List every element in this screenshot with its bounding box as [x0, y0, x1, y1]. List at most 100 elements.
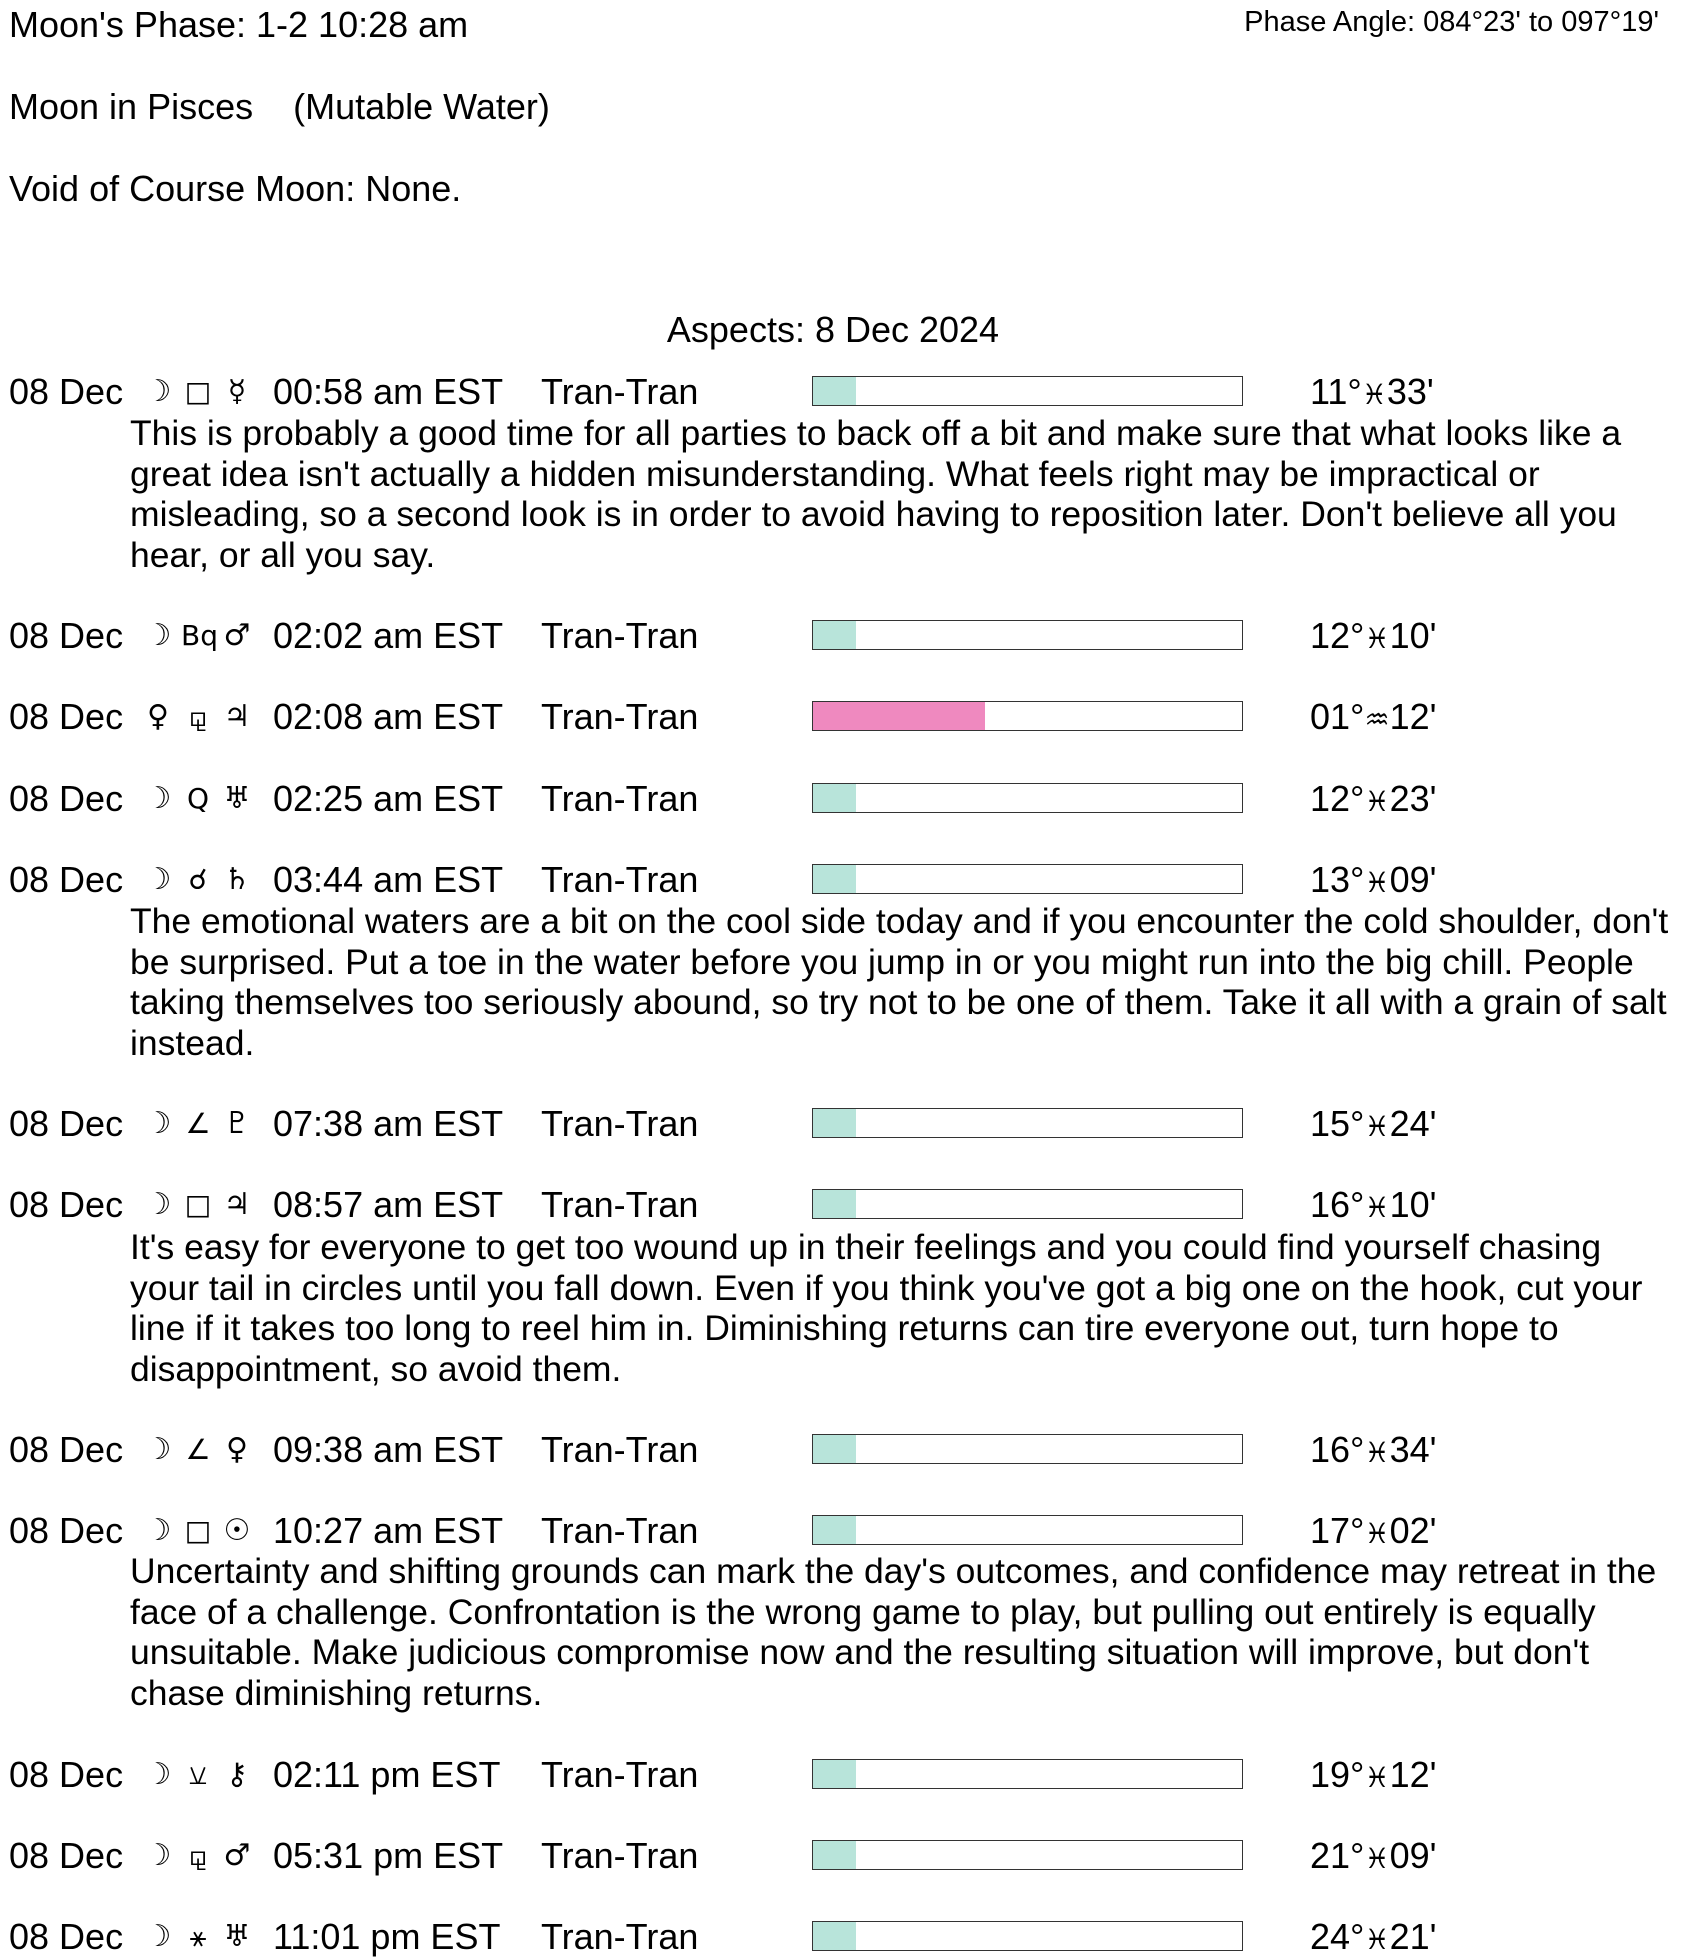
- aspect-row: 08 Dec ☽ ⚼ ♂ 05:31 pm EST Tran-Tran 21°♓09': [0, 1836, 1686, 1876]
- aspect-row: 08 Dec ☽ ⚹ ♅ 11:01 pm EST Tran-Tran 24°♓21': [0, 1917, 1686, 1957]
- planet2-icon: ⚷: [226, 1757, 248, 1792]
- planet2-icon: ♂: [223, 618, 251, 653]
- planet1-icon: ☽: [144, 1106, 172, 1141]
- zodiac-position: 12°♓10': [1310, 616, 1436, 659]
- aspect-time: 10:27 am EST: [273, 1510, 504, 1551]
- aspect-date: 08 Dec: [9, 1754, 124, 1795]
- planet2-icon: ♀: [226, 1432, 248, 1467]
- aspect-time: 11:01 pm EST: [273, 1916, 501, 1957]
- aspect-icon: ∠: [185, 1107, 211, 1140]
- aspect-date: 08 Dec: [9, 1916, 124, 1957]
- strength-bar: [812, 864, 1243, 894]
- position-minutes: 12': [1389, 696, 1437, 737]
- planet1-icon: ☽: [144, 1432, 172, 1467]
- aspect-date: 08 Dec: [9, 859, 124, 900]
- strength-bar-fill: [813, 865, 856, 893]
- zodiac-sign-icon: ♓: [1364, 866, 1390, 899]
- aspect-icon: ⚼: [188, 700, 208, 733]
- aspect-time: 07:38 am EST: [273, 1103, 504, 1144]
- aspect-type: Tran-Tran: [541, 696, 699, 737]
- position-minutes: 34': [1389, 1429, 1437, 1470]
- aspect-type: Tran-Tran: [541, 1184, 699, 1225]
- planet2-icon: ♅: [223, 1919, 251, 1954]
- position-degrees: 01°: [1310, 696, 1365, 737]
- zodiac-position: 01°♒12': [1310, 697, 1436, 740]
- strength-bar-fill: [813, 784, 856, 812]
- zodiac-sign-icon: ♓: [1364, 785, 1390, 818]
- zodiac-sign-icon: ♓: [1364, 622, 1390, 655]
- position-degrees: 19°: [1310, 1754, 1365, 1795]
- zodiac-position: 13°♓09': [1310, 860, 1436, 903]
- aspects-title: Aspects: 8 Dec 2024: [666, 309, 1000, 350]
- strength-bar: [812, 1759, 1243, 1789]
- aspect-icon: Bq: [181, 619, 218, 652]
- zodiac-position: 11°♓33': [1310, 372, 1434, 415]
- zodiac-position: 21°♓09': [1310, 1836, 1436, 1879]
- planet2-icon: ☉: [223, 1513, 251, 1548]
- position-minutes: 02': [1389, 1510, 1437, 1551]
- strength-bar: [812, 1108, 1243, 1138]
- position-degrees: 12°: [1310, 778, 1365, 819]
- void-of-course: Void of Course Moon: None.: [9, 168, 462, 209]
- aspect-row: 08 Dec ☽ ∠ ♇ 07:38 am EST Tran-Tran 15°♓24': [0, 1104, 1686, 1144]
- planet1-icon: ☽: [144, 781, 172, 816]
- aspect-date: 08 Dec: [9, 371, 124, 412]
- aspect-description: It's easy for everyone to get too wound …: [130, 1227, 1643, 1389]
- aspect-description: The emotional waters are a bit on the co…: [130, 901, 1669, 1063]
- aspect-icon: ⚹: [189, 1920, 207, 1953]
- zodiac-sign-icon: ♓: [1361, 378, 1387, 411]
- zodiac-position: 12°♓23': [1310, 779, 1436, 822]
- aspect-type: Tran-Tran: [541, 1754, 699, 1795]
- aspect-type: Tran-Tran: [541, 1835, 699, 1876]
- zodiac-position: 15°♓24': [1310, 1104, 1436, 1147]
- aspect-type: Tran-Tran: [541, 1103, 699, 1144]
- aspect-row: 08 Dec ☽ ⚺ ⚷ 02:11 pm EST Tran-Tran 19°♓12': [0, 1755, 1686, 1795]
- aspect-row: 08 Dec ☽ ∠ ♀ 09:38 am EST Tran-Tran 16°♓34': [0, 1430, 1686, 1470]
- planet1-icon: ☽: [144, 1513, 172, 1548]
- position-minutes: 09': [1389, 859, 1437, 900]
- position-degrees: 16°: [1310, 1429, 1365, 1470]
- position-degrees: 11°: [1310, 371, 1362, 412]
- aspect-type: Tran-Tran: [541, 778, 699, 819]
- position-minutes: 24': [1389, 1103, 1437, 1144]
- strength-bar: [812, 376, 1243, 406]
- planet2-icon: ♃: [223, 1187, 251, 1222]
- aspect-icon: ∠: [185, 1433, 211, 1466]
- aspect-time: 02:11 pm EST: [273, 1754, 501, 1795]
- strength-bar-fill: [813, 1841, 856, 1869]
- aspect-icon: □: [184, 1514, 212, 1547]
- position-degrees: 16°: [1310, 1184, 1365, 1225]
- aspect-icon: □: [184, 375, 212, 408]
- aspect-date: 08 Dec: [9, 1429, 124, 1470]
- position-degrees: 12°: [1310, 615, 1365, 656]
- aspect-date: 08 Dec: [9, 615, 124, 656]
- position-degrees: 21°: [1310, 1835, 1365, 1876]
- aspect-time: 02:25 am EST: [273, 778, 504, 819]
- aspect-type: Tran-Tran: [541, 1510, 699, 1551]
- planet2-icon: ♅: [223, 781, 251, 816]
- moon-sign: Moon in Pisces (Mutable Water): [9, 86, 550, 127]
- strength-bar-fill: [813, 621, 856, 649]
- zodiac-position: 24°♓21': [1310, 1917, 1436, 1960]
- planet2-icon: ♃: [223, 699, 251, 734]
- planet1-icon: ☽: [144, 618, 172, 653]
- strength-bar-fill: [813, 1760, 856, 1788]
- aspect-time: 00:58 am EST: [273, 371, 504, 412]
- aspect-date: 08 Dec: [9, 1184, 124, 1225]
- zodiac-sign-icon: ♓: [1364, 1842, 1390, 1875]
- position-minutes: 10': [1389, 1184, 1437, 1225]
- strength-bar: [812, 1840, 1243, 1870]
- aspect-row: 08 Dec ☽ ☌ ♄ 03:44 am EST Tran-Tran 13°♓09': [0, 860, 1686, 900]
- phase-angle: Phase Angle: 084°23' to 097°19': [1244, 6, 1659, 38]
- planet2-icon: ☿: [227, 374, 247, 409]
- moon-phase: Moon's Phase: 1-2 10:28 am: [9, 4, 469, 45]
- strength-bar-fill: [813, 702, 985, 730]
- strength-bar: [812, 1189, 1243, 1219]
- position-minutes: 09': [1389, 1835, 1437, 1876]
- planet1-icon: ☽: [144, 374, 172, 409]
- aspect-row: 08 Dec ☽ Q ♅ 02:25 am EST Tran-Tran 12°♓23': [0, 779, 1686, 819]
- strength-bar-fill: [813, 1516, 856, 1544]
- strength-bar-fill: [813, 1109, 856, 1137]
- position-minutes: 33': [1386, 371, 1434, 412]
- aspect-type: Tran-Tran: [541, 1429, 699, 1470]
